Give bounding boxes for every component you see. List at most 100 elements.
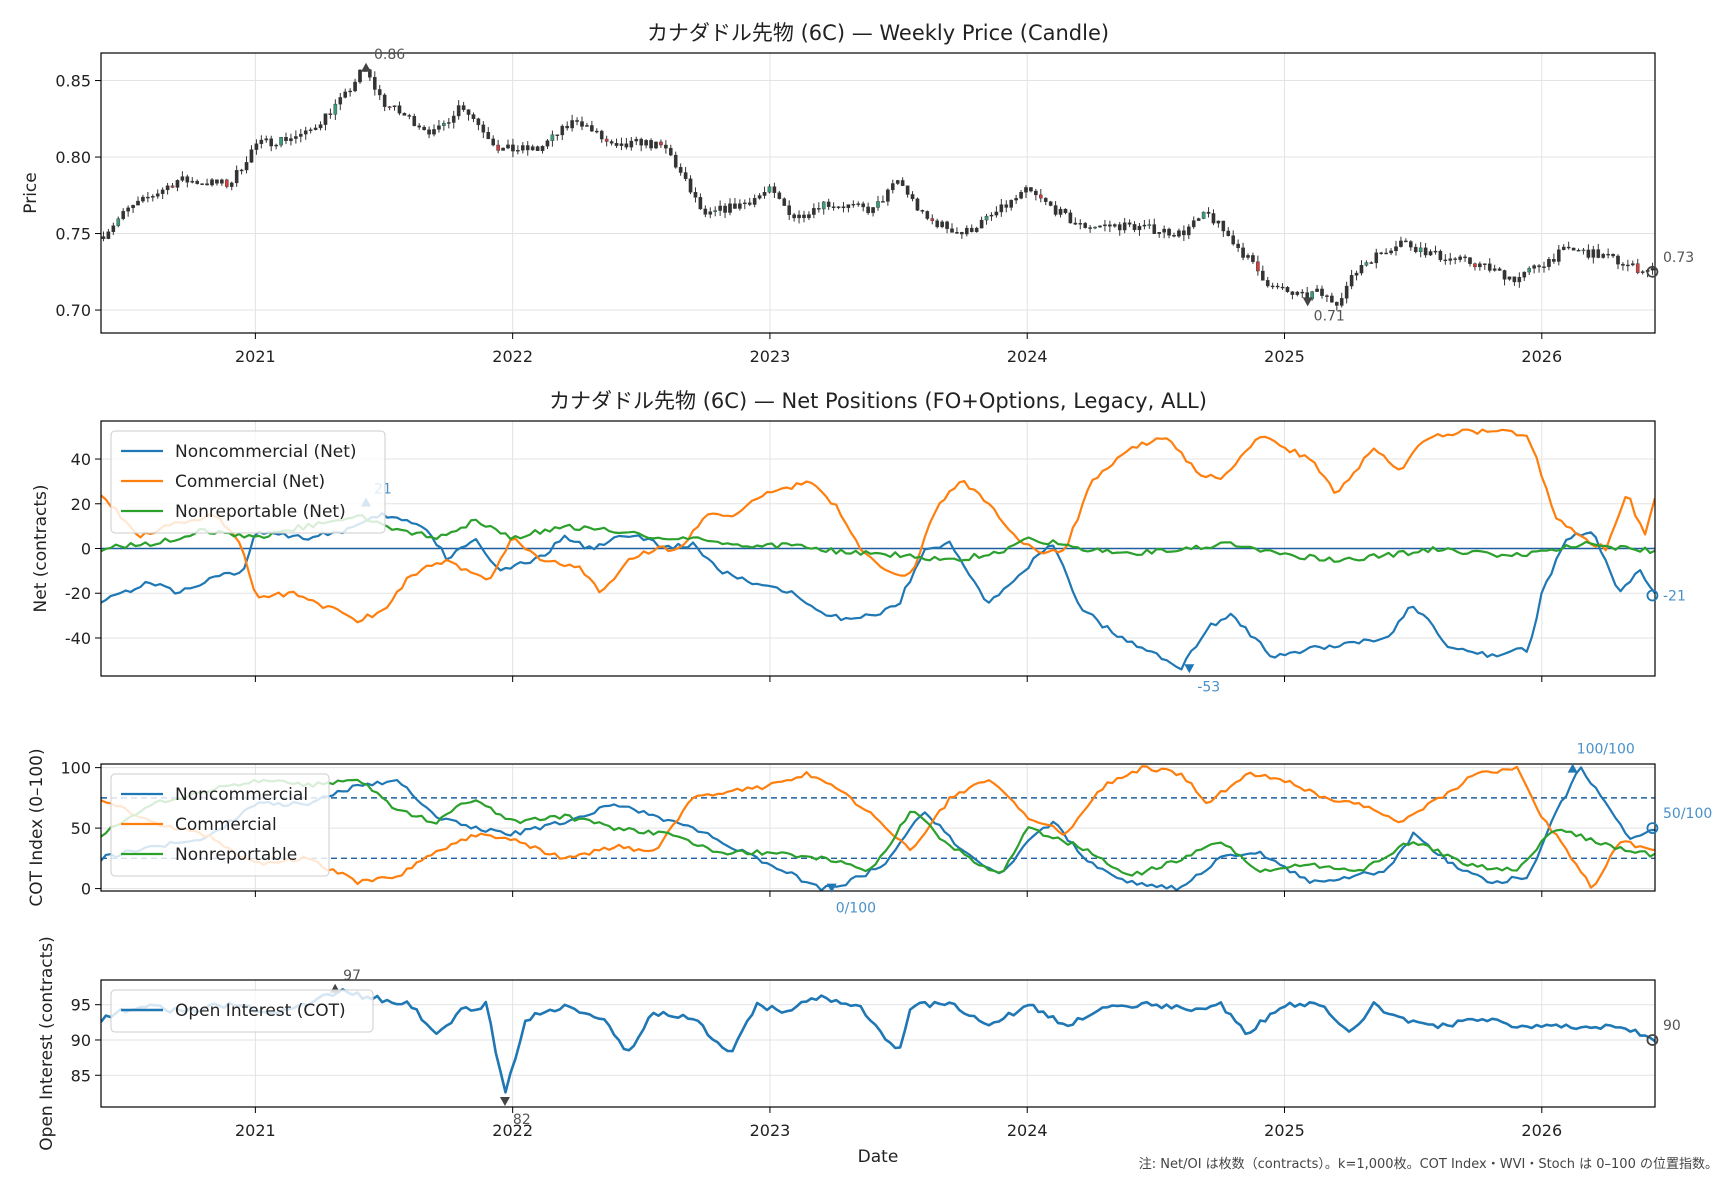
- x-tick-label: 2023: [750, 1121, 791, 1140]
- min-marker: [826, 883, 837, 893]
- y-tick-label: 95: [71, 996, 91, 1015]
- candle-body: [150, 196, 155, 198]
- candle-body: [1601, 254, 1605, 258]
- candle-body: [289, 138, 293, 142]
- candle-body: [1172, 235, 1176, 237]
- candle-body: [1260, 270, 1265, 281]
- candle-body: [1132, 224, 1137, 231]
- x-tick-label: 2021: [235, 347, 276, 366]
- candle-body: [1463, 256, 1467, 259]
- candle-body: [1606, 253, 1610, 256]
- candle-body: [451, 115, 456, 123]
- candle-body: [382, 94, 387, 107]
- candle-body: [580, 121, 584, 127]
- max-marker: [1567, 763, 1578, 773]
- candle-body: [762, 192, 767, 196]
- candle-body: [738, 203, 742, 209]
- candle-body: [1330, 295, 1334, 303]
- candle-body: [1339, 298, 1344, 306]
- candle-body: [905, 185, 910, 195]
- candle-body: [807, 214, 811, 219]
- candle-body: [654, 141, 658, 149]
- candle-body: [1433, 250, 1438, 253]
- candle-body: [1014, 198, 1018, 201]
- candle-body: [935, 220, 939, 228]
- annotation-label: 100/100: [1577, 742, 1635, 758]
- candle-body: [1009, 199, 1013, 208]
- candle-body: [1497, 268, 1502, 271]
- candle-body: [669, 147, 673, 156]
- candle-body: [244, 162, 249, 171]
- candle-body: [733, 203, 737, 209]
- candle-body: [165, 185, 170, 191]
- candle-body: [1127, 222, 1132, 225]
- candle-body: [481, 124, 486, 133]
- candle-body: [1004, 204, 1009, 208]
- candle-body: [200, 183, 204, 185]
- candle-body: [723, 205, 727, 213]
- candle-body: [220, 179, 224, 184]
- candle-body: [599, 130, 604, 140]
- y-tick-label: 50: [71, 819, 91, 838]
- candle-body: [294, 136, 298, 139]
- candle-body: [486, 132, 491, 140]
- candle-body: [1038, 194, 1043, 199]
- candle-body: [491, 138, 496, 146]
- candle-body: [239, 169, 244, 172]
- candle-body: [432, 129, 436, 135]
- candle-body: [969, 227, 974, 232]
- x-tick-label: 2022: [492, 347, 533, 366]
- candle-body: [757, 195, 762, 199]
- candle-body: [466, 109, 471, 115]
- candle-body: [422, 126, 426, 130]
- y-tick-label: 0.75: [55, 225, 91, 244]
- candle-body: [1473, 263, 1477, 268]
- candle-body: [506, 144, 510, 149]
- y-axis-label: Net (contracts): [31, 485, 51, 613]
- candle-body: [1251, 255, 1255, 262]
- y-tick-label: 90: [71, 1031, 91, 1050]
- candle-body: [930, 218, 935, 221]
- candle-body: [264, 138, 269, 141]
- series-line-0: [101, 766, 1655, 891]
- candle-body: [1591, 249, 1596, 258]
- candle-body: [205, 183, 209, 186]
- candle-body: [397, 105, 402, 114]
- y-axis-label: Open Interest (contracts): [37, 936, 57, 1150]
- candle-body: [116, 218, 121, 226]
- candle-body: [831, 206, 836, 208]
- candle-body: [777, 192, 782, 199]
- candle-body: [402, 112, 407, 116]
- candle-body: [747, 202, 752, 205]
- candle-body: [876, 201, 880, 208]
- candle-body: [1428, 251, 1433, 256]
- candle-body: [131, 204, 135, 209]
- candle-body: [1423, 247, 1428, 256]
- annotation-label: 0.73: [1663, 250, 1694, 266]
- candle-body: [1512, 276, 1517, 283]
- legend-label: Commercial: [175, 815, 277, 835]
- candle-body: [1162, 228, 1166, 233]
- candle-body: [1186, 226, 1191, 236]
- candle-body: [1443, 259, 1448, 262]
- y-axis-label: Price: [21, 172, 41, 213]
- candle-body: [101, 236, 106, 239]
- axes-frame: [100, 763, 1656, 892]
- candle-body: [1182, 230, 1186, 236]
- candle-body: [1221, 220, 1226, 232]
- candle-body: [659, 141, 663, 146]
- candle-body: [141, 196, 145, 202]
- x-tick-label: 2025: [1264, 1121, 1305, 1140]
- candle-body: [417, 125, 422, 128]
- candle-body: [1478, 263, 1482, 268]
- y-tick-label: -40: [65, 629, 91, 648]
- y-axis-label: COT Index (0–100): [27, 748, 47, 906]
- candle-body: [437, 125, 441, 130]
- candle-body: [797, 214, 801, 219]
- candle-body: [688, 178, 693, 193]
- candle-body: [1408, 241, 1413, 248]
- panel-open_interest: 85 90 95 2021 2022 2023 2024 2025 2026 Open Inter…: [37, 936, 1681, 1167]
- x-tick-label: 2023: [750, 347, 791, 366]
- plot-area: [101, 66, 1655, 311]
- candle-body: [1048, 201, 1053, 206]
